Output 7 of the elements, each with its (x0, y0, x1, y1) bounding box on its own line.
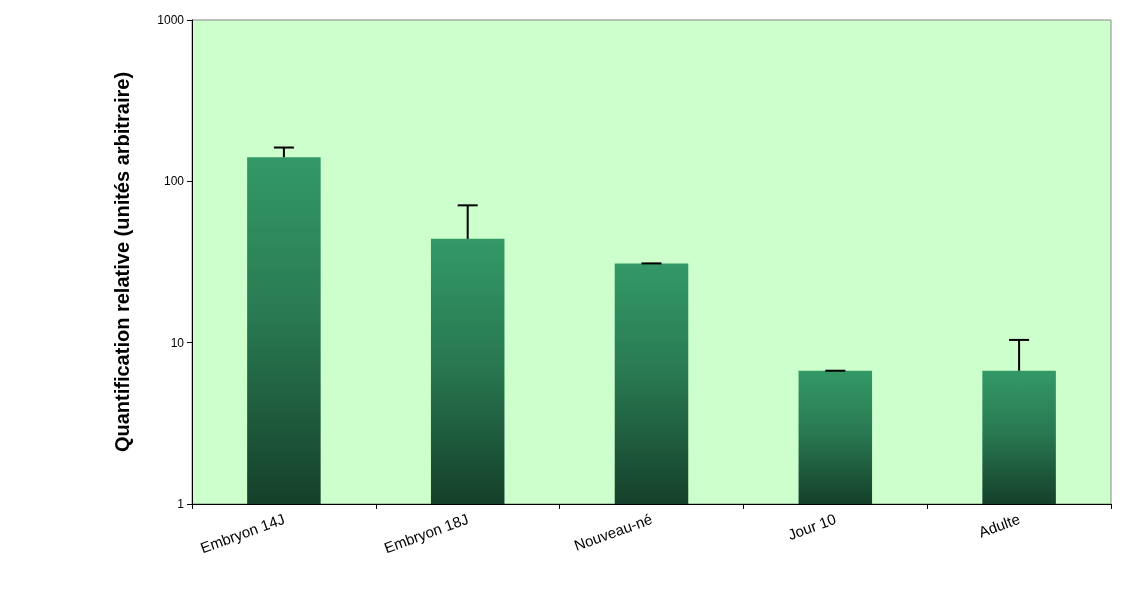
x-tick-label: Adulte (976, 510, 1023, 541)
y-tick-label: 1 (177, 497, 185, 511)
y-tick-label: 10 (170, 335, 185, 350)
y-tick-label: 1000 (157, 13, 185, 27)
y-tick-label: 100 (163, 174, 185, 189)
y-axis-title: Quantification relative (unités arbitraire) (111, 71, 133, 453)
x-tick-label: Jour 10 (785, 510, 839, 544)
